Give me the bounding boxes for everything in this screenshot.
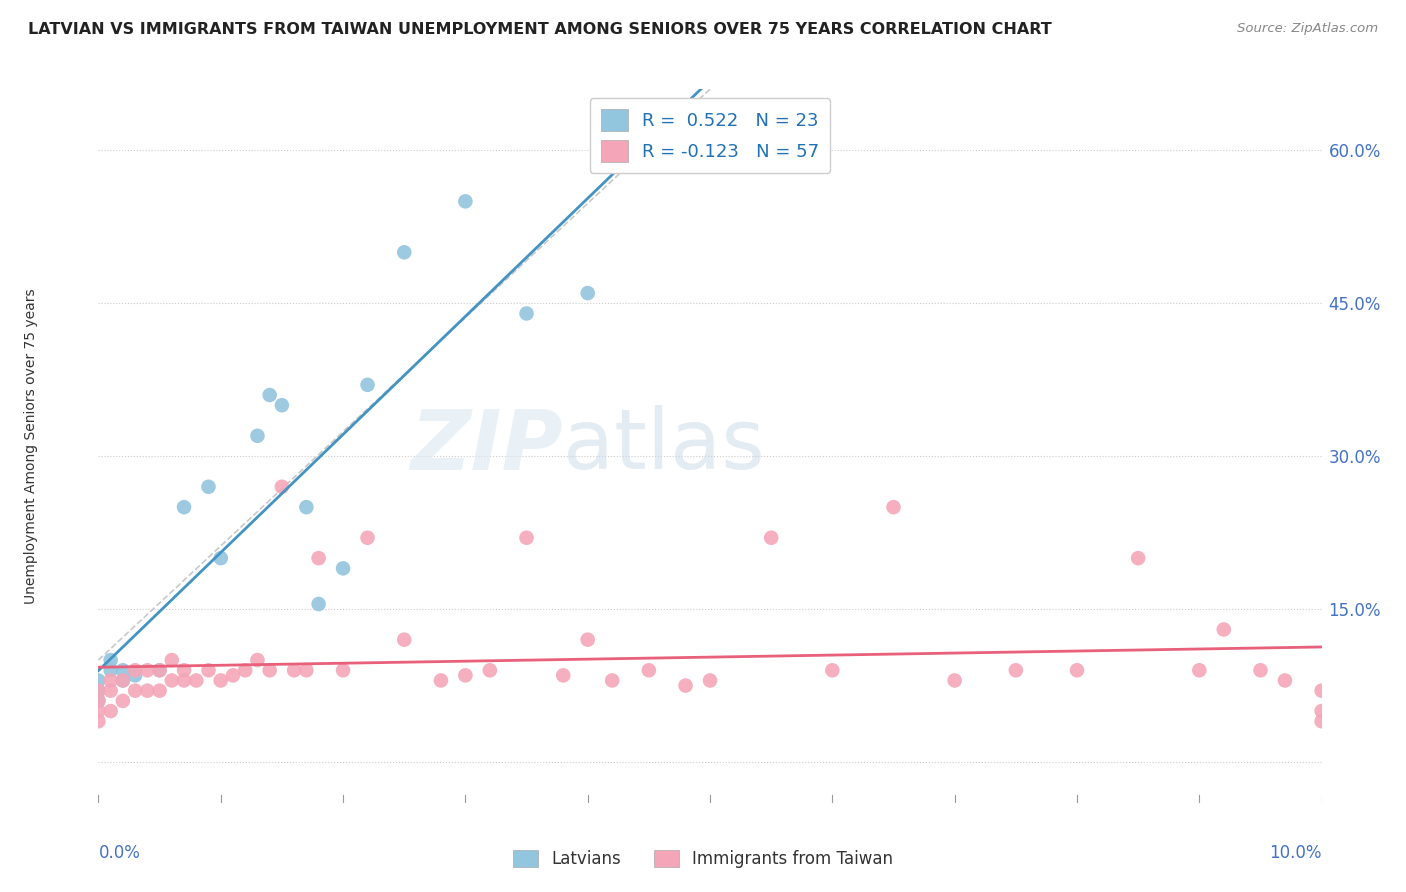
Point — [111, 673, 134, 688]
Point — [100, 683, 122, 698]
Point — [430, 673, 453, 688]
Point — [576, 632, 599, 647]
Point — [197, 663, 219, 677]
Point — [270, 480, 292, 494]
Point — [308, 597, 330, 611]
Legend: Latvians, Immigrants from Taiwan: Latvians, Immigrants from Taiwan — [506, 843, 900, 875]
Point — [149, 683, 172, 698]
Point — [295, 500, 318, 515]
Point — [209, 551, 232, 566]
Point — [100, 653, 122, 667]
Point — [124, 683, 146, 698]
Point — [149, 663, 172, 677]
Point — [356, 377, 378, 392]
Point — [821, 663, 844, 677]
Point — [87, 673, 110, 688]
Point — [246, 429, 269, 443]
Point — [100, 704, 122, 718]
Point — [332, 663, 354, 677]
Point — [222, 668, 245, 682]
Point — [160, 673, 183, 688]
Point — [87, 704, 110, 718]
Point — [197, 480, 219, 494]
Point — [308, 551, 330, 566]
Point — [553, 668, 575, 682]
Point — [516, 306, 538, 320]
Text: LATVIAN VS IMMIGRANTS FROM TAIWAN UNEMPLOYMENT AMONG SENIORS OVER 75 YEARS CORRE: LATVIAN VS IMMIGRANTS FROM TAIWAN UNEMPL… — [28, 22, 1052, 37]
Point — [392, 245, 416, 260]
Point — [160, 653, 183, 667]
Point — [576, 286, 599, 301]
Point — [259, 663, 281, 677]
Point — [100, 673, 122, 688]
Text: 0.0%: 0.0% — [98, 844, 141, 862]
Point — [100, 663, 122, 677]
Point — [246, 653, 269, 667]
Point — [332, 561, 354, 575]
Point — [111, 673, 134, 688]
Point — [392, 632, 416, 647]
Point — [356, 531, 378, 545]
Point — [111, 694, 134, 708]
Point — [149, 663, 172, 677]
Point — [111, 663, 134, 677]
Point — [600, 673, 623, 688]
Point — [883, 500, 905, 515]
Point — [454, 194, 477, 209]
Point — [1066, 663, 1088, 677]
Text: Source: ZipAtlas.com: Source: ZipAtlas.com — [1237, 22, 1378, 36]
Point — [136, 663, 159, 677]
Point — [1212, 623, 1234, 637]
Point — [87, 683, 110, 698]
Point — [233, 663, 256, 677]
Legend: R =  0.522   N = 23, R = -0.123   N = 57: R = 0.522 N = 23, R = -0.123 N = 57 — [591, 98, 830, 173]
Point — [1310, 714, 1333, 729]
Point — [87, 694, 110, 708]
Point — [295, 663, 318, 677]
Point — [87, 683, 110, 698]
Point — [637, 663, 661, 677]
Point — [87, 714, 110, 729]
Point — [454, 668, 477, 682]
Point — [209, 673, 232, 688]
Point — [173, 673, 195, 688]
Point — [478, 663, 501, 677]
Point — [173, 500, 195, 515]
Point — [283, 663, 305, 677]
Point — [1188, 663, 1211, 677]
Text: 10.0%: 10.0% — [1270, 844, 1322, 862]
Point — [186, 673, 208, 688]
Point — [259, 388, 281, 402]
Point — [699, 673, 721, 688]
Point — [943, 673, 966, 688]
Point — [1128, 551, 1150, 566]
Point — [1310, 683, 1333, 698]
Point — [124, 668, 146, 682]
Point — [759, 531, 782, 545]
Point — [87, 694, 110, 708]
Point — [270, 398, 292, 412]
Point — [1274, 673, 1296, 688]
Point — [1249, 663, 1271, 677]
Point — [136, 683, 159, 698]
Text: atlas: atlas — [564, 406, 765, 486]
Point — [1004, 663, 1026, 677]
Point — [1310, 704, 1333, 718]
Text: Unemployment Among Seniors over 75 years: Unemployment Among Seniors over 75 years — [24, 288, 38, 604]
Text: ZIP: ZIP — [411, 406, 564, 486]
Point — [124, 663, 146, 677]
Point — [173, 663, 195, 677]
Point — [675, 679, 697, 693]
Point — [516, 531, 538, 545]
